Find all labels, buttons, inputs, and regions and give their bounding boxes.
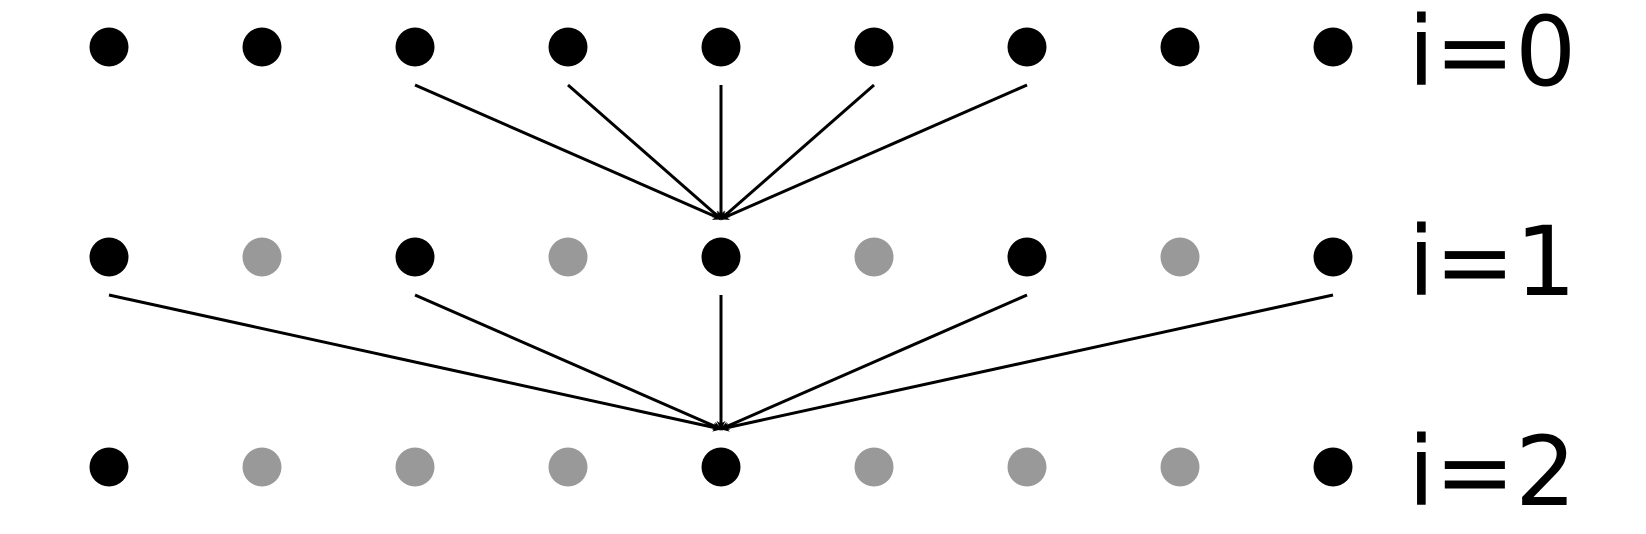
node-row2-col5-inactive — [854, 447, 894, 487]
node-row1-col8-active — [1313, 237, 1353, 277]
node-row1-col6-active — [1007, 237, 1047, 277]
arrow-row0-col2-to-row1-col4 — [414, 83, 722, 221]
node-row0-col7-active — [1160, 27, 1200, 67]
arrow-row0-col5-to-row1-col4 — [720, 83, 875, 221]
node-row0-col2-active — [395, 27, 435, 67]
arrow-row0-col6-to-row1-col4 — [720, 83, 1028, 221]
node-row0-col0-active — [89, 27, 129, 67]
node-row1-col2-active — [395, 237, 435, 277]
row-labels: i=0 i=1 i=2 — [1408, 0, 1576, 528]
row-label-i0: i=0 — [1408, 0, 1576, 108]
arrows-layer — [108, 83, 1334, 432]
node-row2-col1-inactive — [242, 447, 282, 487]
node-row2-col6-inactive — [1007, 447, 1047, 487]
row-label-i1: i=1 — [1408, 206, 1576, 318]
node-row1-col0-active — [89, 237, 129, 277]
node-row0-col8-active — [1313, 27, 1353, 67]
arrow-row1-col8-to-row2-col4 — [720, 293, 1334, 432]
node-row1-col4-active — [701, 237, 741, 277]
node-row2-col8-active — [1313, 447, 1353, 487]
node-row2-col3-inactive — [548, 447, 588, 487]
arrow-row1-col2-to-row2-col4 — [414, 293, 722, 431]
node-row2-col2-inactive — [395, 447, 435, 487]
row-label-i2: i=2 — [1408, 416, 1576, 528]
node-row0-col5-active — [854, 27, 894, 67]
node-row0-col3-active — [548, 27, 588, 67]
node-row0-col6-active — [1007, 27, 1047, 67]
node-row1-col7-inactive — [1160, 237, 1200, 277]
arrow-row1-col0-to-row2-col4 — [108, 293, 722, 432]
arrow-row0-col3-to-row1-col4 — [567, 83, 722, 221]
node-row1-col3-inactive — [548, 237, 588, 277]
node-row2-col4-active — [701, 447, 741, 487]
nodes-layer — [89, 27, 1353, 487]
node-row0-col1-active — [242, 27, 282, 67]
node-row1-col1-inactive — [242, 237, 282, 277]
node-row2-col7-inactive — [1160, 447, 1200, 487]
node-row0-col4-active — [701, 27, 741, 67]
arrow-row1-col6-to-row2-col4 — [720, 293, 1028, 431]
node-row1-col5-inactive — [854, 237, 894, 277]
node-row2-col0-active — [89, 447, 129, 487]
